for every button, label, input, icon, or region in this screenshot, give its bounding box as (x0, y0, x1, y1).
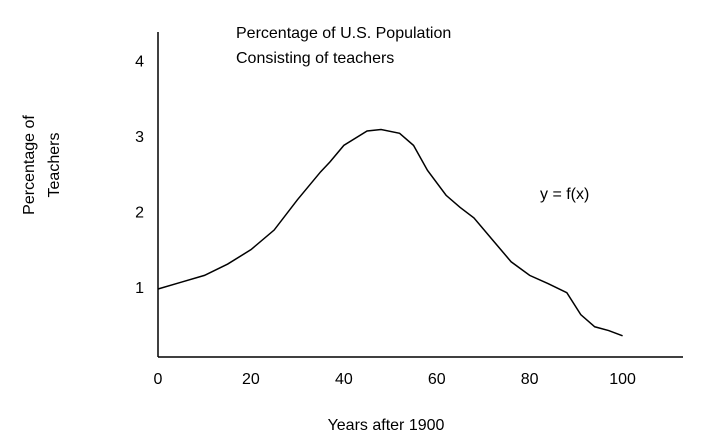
y-tick-label: 4 (135, 53, 144, 70)
annotation: y = f(x) (540, 186, 589, 203)
y-axis-label-line: Percentage of (21, 115, 38, 215)
x-tick-label: 100 (609, 371, 636, 388)
y-tick-label: 2 (135, 205, 144, 222)
y-tick-label: 3 (135, 129, 144, 146)
x-axis-label: Years after 1900 (328, 417, 445, 434)
x-tick-label: 20 (242, 371, 260, 388)
x-tick-label: 60 (428, 371, 446, 388)
x-tick-label: 0 (154, 371, 163, 388)
y-axis-label-line: Teachers (46, 133, 63, 198)
chart-title-line: Consisting of teachers (236, 50, 394, 67)
x-tick-label: 40 (335, 371, 353, 388)
chart-title-line: Percentage of U.S. Population (236, 25, 451, 42)
y-tick-label: 1 (135, 280, 144, 297)
data-line (157, 128, 623, 337)
x-tick-label: 80 (521, 371, 539, 388)
